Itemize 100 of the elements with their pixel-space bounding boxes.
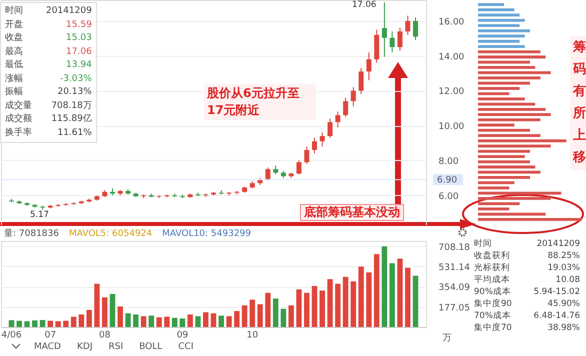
- bar: [164, 316, 170, 327]
- x-tick-label: 08: [99, 330, 111, 340]
- text: MACD: [34, 342, 61, 352]
- bar: [148, 316, 154, 327]
- candlestick: [320, 132, 325, 148]
- bar: [210, 313, 216, 327]
- bar: [218, 316, 224, 327]
- bar: [478, 134, 540, 138]
- bar: [86, 310, 92, 327]
- bar: [374, 254, 380, 327]
- candlestick: [382, 2, 387, 58]
- bar: [478, 29, 530, 32]
- annotation: 5.17: [30, 210, 49, 220]
- bar: [478, 56, 546, 58]
- bar: [265, 292, 271, 327]
- bar: [478, 97, 525, 100]
- bar: [478, 155, 525, 158]
- bar: [478, 8, 514, 12]
- bar: [478, 92, 510, 96]
- bar: [312, 286, 318, 327]
- bar: [156, 317, 162, 327]
- bar: [118, 306, 123, 327]
- bar: [478, 212, 546, 216]
- ref-line-label: 6.90: [437, 176, 458, 186]
- bar: [8, 320, 14, 327]
- bar: [280, 308, 286, 327]
- annotation: 成交额: [5, 113, 32, 126]
- annotation: 20.13%: [56, 86, 92, 99]
- text: MAVOL5: 6054924: [68, 229, 152, 239]
- annotation: 涨幅: [5, 72, 24, 86]
- bar: [327, 279, 333, 327]
- bar: [350, 281, 356, 327]
- candlestick: [397, 27, 402, 52]
- annotation: 时间: [5, 5, 24, 18]
- annotation: 最低: [5, 59, 24, 72]
- bar: [478, 3, 504, 6]
- bar: [366, 272, 372, 327]
- bar: [110, 294, 116, 327]
- bar: [250, 300, 256, 327]
- annotation: 筹码有所上移: [570, 36, 586, 170]
- candlestick: [265, 166, 270, 182]
- bar: [397, 258, 403, 327]
- y-tick-label: 10.00: [438, 122, 465, 132]
- annotation: 成交量: [5, 100, 32, 112]
- candlestick: [296, 160, 302, 175]
- bar: [478, 45, 525, 48]
- bar: [16, 320, 22, 327]
- annotation: 17.06: [352, 0, 376, 10]
- annotation: 振幅: [5, 86, 24, 99]
- bar: [478, 207, 510, 210]
- text: 量: 7081836: [4, 229, 59, 239]
- x-tick-label: 07: [44, 330, 56, 340]
- bar: [478, 218, 582, 221]
- annotation: 708.18万: [50, 100, 92, 112]
- bar: [358, 266, 364, 327]
- annotation: 15.59: [65, 18, 92, 32]
- x-tick-label: 10: [246, 330, 258, 340]
- bar: [140, 316, 146, 327]
- bar: [63, 320, 69, 327]
- bar: [478, 108, 546, 111]
- annotation: 收盘: [5, 32, 24, 45]
- candlestick: [328, 118, 333, 138]
- bar: [102, 297, 108, 327]
- bar: [389, 263, 395, 327]
- bar: [478, 34, 525, 38]
- annotation: 开盘: [5, 18, 24, 32]
- candlestick: [366, 52, 372, 81]
- text: KDJ: [76, 342, 92, 352]
- annotation: 最高: [5, 46, 24, 58]
- bar: [133, 314, 139, 327]
- candlestick: [350, 86, 356, 107]
- bar: [234, 311, 240, 327]
- bar: [203, 312, 208, 327]
- y-tick-label: 708.18: [438, 242, 470, 253]
- bar: [478, 166, 536, 168]
- bar: [195, 316, 201, 327]
- bar: [272, 298, 278, 327]
- bar: [94, 284, 100, 327]
- bar: [478, 14, 520, 17]
- candlestick: [304, 146, 310, 164]
- bar: [478, 66, 536, 69]
- bar: [478, 24, 520, 28]
- bar: [478, 118, 540, 122]
- candlestick: [312, 137, 318, 154]
- y-tick-label: 8.00: [438, 156, 459, 167]
- bar: [78, 314, 84, 327]
- bar: [320, 290, 325, 327]
- bar: [478, 144, 551, 148]
- bar: [478, 113, 551, 116]
- y-tick-label: 16.00: [438, 17, 465, 28]
- bar: [32, 320, 38, 327]
- annotation: 17.06: [65, 46, 92, 58]
- y-axis-title: 万: [442, 334, 452, 344]
- bar: [478, 186, 510, 190]
- text: MAVOL10: 5493299: [162, 229, 252, 239]
- bar: [478, 202, 520, 206]
- bar: [478, 18, 525, 22]
- y-tick-label: 531.14: [438, 263, 470, 273]
- candlestick: [413, 16, 418, 41]
- annotation: 20141209: [46, 5, 92, 18]
